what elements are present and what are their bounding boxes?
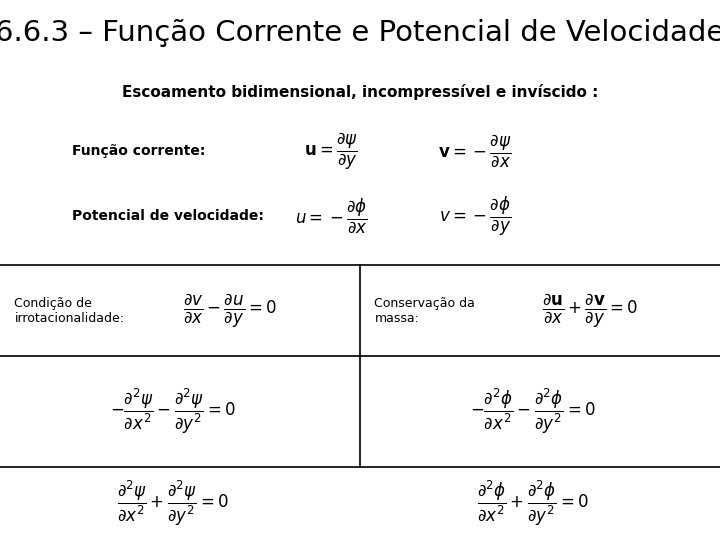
Text: $\mathbf{u} = \dfrac{\partial\psi}{\partial y}$: $\mathbf{u} = \dfrac{\partial\psi}{\part… bbox=[304, 131, 359, 172]
Text: Potencial de velocidade:: Potencial de velocidade: bbox=[72, 209, 264, 223]
Text: Escoamento bidimensional, incompressível e invíscido :: Escoamento bidimensional, incompressível… bbox=[122, 84, 598, 100]
Text: 6.6.3 – Função Corrente e Potencial de Velocidade: 6.6.3 – Função Corrente e Potencial de V… bbox=[0, 19, 720, 47]
Text: Condição de
irrotacionalidade:: Condição de irrotacionalidade: bbox=[14, 296, 125, 325]
Text: Função corrente:: Função corrente: bbox=[72, 144, 205, 158]
Text: Conservação da
massa:: Conservação da massa: bbox=[374, 296, 475, 325]
Text: $-\dfrac{\partial^2\psi}{\partial x^2} - \dfrac{\partial^2\psi}{\partial y^2} = : $-\dfrac{\partial^2\psi}{\partial x^2} -… bbox=[110, 387, 235, 436]
Text: $v = -\dfrac{\partial\phi}{\partial y}$: $v = -\dfrac{\partial\phi}{\partial y}$ bbox=[439, 194, 511, 238]
Text: $\mathbf{v} = -\dfrac{\partial\psi}{\partial x}$: $\mathbf{v} = -\dfrac{\partial\psi}{\par… bbox=[438, 133, 512, 170]
Text: $\dfrac{\partial \mathbf{u}}{\partial x} + \dfrac{\partial \mathbf{v}}{\partial : $\dfrac{\partial \mathbf{u}}{\partial x}… bbox=[542, 292, 639, 329]
Text: $\dfrac{\partial^2\psi}{\partial x^2} + \dfrac{\partial^2\psi}{\partial y^2} = 0: $\dfrac{\partial^2\psi}{\partial x^2} + … bbox=[117, 479, 229, 528]
Text: $\dfrac{\partial^2\phi}{\partial x^2} + \dfrac{\partial^2\phi}{\partial y^2} = 0: $\dfrac{\partial^2\phi}{\partial x^2} + … bbox=[477, 479, 589, 528]
Text: $\dfrac{\partial v}{\partial x} - \dfrac{\partial u}{\partial y} = 0$: $\dfrac{\partial v}{\partial x} - \dfrac… bbox=[184, 292, 277, 329]
Text: $u = -\dfrac{\partial\phi}{\partial x}$: $u = -\dfrac{\partial\phi}{\partial x}$ bbox=[294, 197, 368, 235]
Text: $-\dfrac{\partial^2\phi}{\partial x^2} - \dfrac{\partial^2\phi}{\partial y^2} = : $-\dfrac{\partial^2\phi}{\partial x^2} -… bbox=[470, 387, 595, 436]
